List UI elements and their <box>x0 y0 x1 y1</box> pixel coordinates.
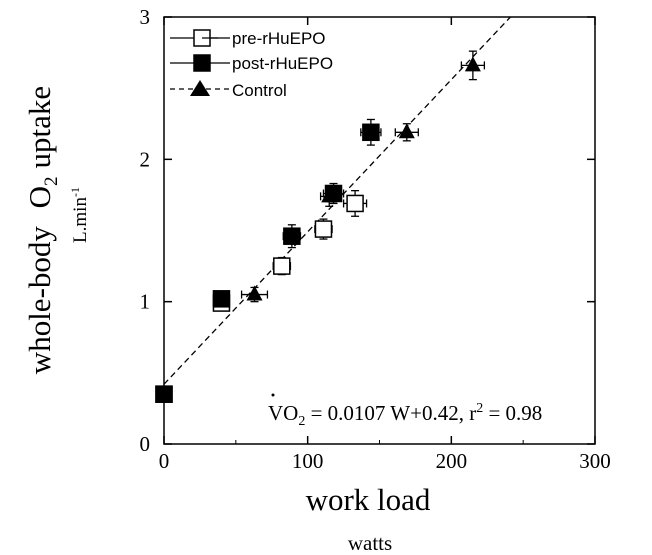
equation-v: V <box>268 401 283 425</box>
equation-text: VO2 = 0.0107 W+0.42, r2 = 0.98 <box>268 401 542 429</box>
y-tick-label: 0 <box>140 432 151 456</box>
y-tick-label: 1 <box>140 290 151 314</box>
data-points <box>156 51 484 402</box>
regression-equation: VO2 = 0.0107 W+0.42, r2 = 0.98 <box>268 394 542 430</box>
legend-label-control: Control <box>232 81 287 100</box>
y-axis-label-rest: uptake <box>22 86 57 169</box>
legend-item-post: post-rHuEPO <box>170 54 333 73</box>
x-tick-label: 200 <box>436 449 468 473</box>
y-axis-unit-text: L.min <box>70 197 91 243</box>
y-tick-label: 3 <box>140 5 151 29</box>
data-point <box>465 56 481 71</box>
data-point <box>399 123 415 138</box>
x-tick-label: 300 <box>579 449 611 473</box>
equation-rhs: = 0.0107 W+0.42, r <box>305 401 476 425</box>
series-filled-square <box>156 119 381 402</box>
data-point <box>363 124 379 140</box>
data-point <box>156 386 172 402</box>
plot-frame <box>164 17 595 444</box>
data-point <box>247 286 263 301</box>
y-axis-label-main: whole-body <box>22 226 57 375</box>
equation-o: O <box>283 401 298 425</box>
y-tick-label: 2 <box>140 147 151 171</box>
legend-label-post: post-rHuEPO <box>232 54 333 73</box>
y-axis-label: whole-body O2 uptake <box>22 86 62 374</box>
x-axis-unit: watts <box>348 531 392 555</box>
equation-end: = 0.98 <box>483 401 542 425</box>
data-point <box>284 228 300 244</box>
legend-label-pre: pre-rHuEPO <box>232 29 326 48</box>
y-axis-unit-sup: -1 <box>68 187 82 197</box>
x-tick-label: 0 <box>159 449 170 473</box>
data-point <box>315 221 331 237</box>
data-point <box>213 291 229 307</box>
vdot-icon <box>272 394 275 397</box>
legend-item-control: Control <box>170 80 287 100</box>
equation-sup: 2 <box>476 401 483 416</box>
x-axis-label: work load <box>306 482 431 517</box>
y-axis-label-o: O <box>22 186 57 208</box>
y-axis-unit: L.min-1 <box>68 187 91 243</box>
series-open-square <box>156 191 367 403</box>
data-point <box>274 258 290 274</box>
equation-sub: 2 <box>298 414 305 429</box>
y-axis-label-subscript: 2 <box>41 176 62 186</box>
legend: pre-rHuEPO post-rHuEPO Control <box>170 29 333 100</box>
x-tick-label: 100 <box>292 449 324 473</box>
legend-item-pre: pre-rHuEPO <box>170 29 326 48</box>
data-point <box>347 195 363 211</box>
